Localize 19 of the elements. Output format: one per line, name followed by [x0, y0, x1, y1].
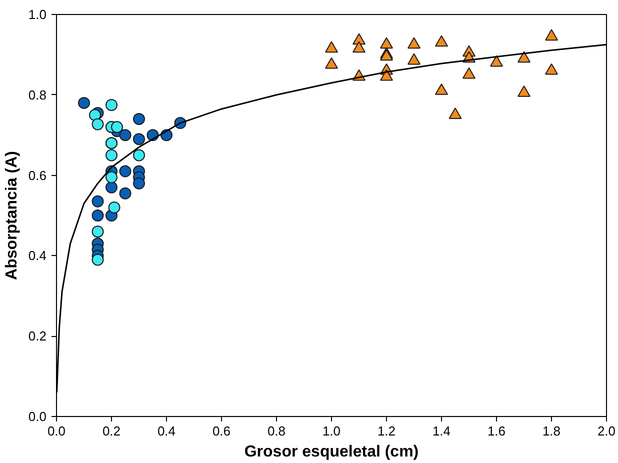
- x-tick-label: 1.4: [432, 424, 451, 438]
- x-tick-label: 0.4: [157, 424, 176, 438]
- y-tick-label: 0.2: [28, 328, 47, 344]
- y-tick-label: 1.0: [28, 7, 47, 22]
- x-tick-label: 0.2: [102, 424, 121, 438]
- x-tick-label: 0.6: [212, 424, 231, 438]
- x-tick-label: 1.2: [377, 424, 396, 438]
- y-tick-label: 0.8: [28, 87, 47, 102]
- y-axis-title: Absorptancia (A): [3, 151, 20, 280]
- y-tick-label: 0.0: [28, 409, 47, 424]
- x-tick-label: 2.0: [597, 424, 616, 438]
- x-axis-title: Grosor esqueletal (cm): [244, 444, 419, 460]
- x-tick-label: 0.0: [47, 424, 66, 438]
- y-tick-label: 0.4: [28, 248, 47, 264]
- x-tick-label: 1.6: [487, 424, 506, 438]
- x-tick-label: 1.0: [322, 424, 341, 438]
- x-tick-label: 0.8: [267, 424, 286, 438]
- x-tick-label: 1.8: [542, 424, 561, 438]
- y-tick-label: 0.6: [28, 168, 47, 183]
